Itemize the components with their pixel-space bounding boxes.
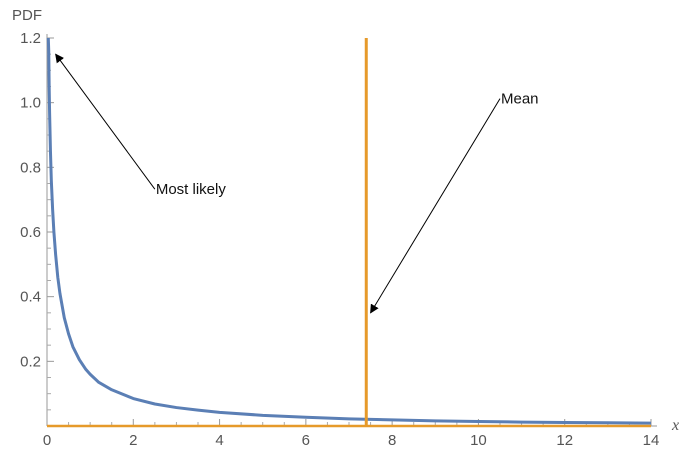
- x-tick-label: 2: [129, 432, 137, 449]
- pdf-curve: [46, 37, 652, 425]
- most-likely-arrow: [55, 53, 156, 190]
- x-tick-label: 0: [43, 432, 51, 449]
- y-tick-label: 0.8: [20, 159, 41, 176]
- x-tick-label: 6: [302, 432, 310, 449]
- mean-arrow: [370, 98, 501, 314]
- axes: 0 2 4 6 8 10 12 14 0.2 0.4 0.6 0.8 1.0 1.2: [20, 30, 659, 449]
- y-tick-label: 0.2: [20, 353, 41, 370]
- y-axis-label: PDF: [12, 7, 42, 24]
- most-likely-annotation: Most likely: [156, 181, 227, 198]
- y-tick-label: 0.6: [20, 224, 41, 241]
- x-tick-label: 10: [470, 432, 487, 449]
- x-tick-label: 4: [215, 432, 223, 449]
- y-tick-label: 1.0: [20, 95, 41, 112]
- annotations-layer: Most likely Mean: [55, 53, 539, 314]
- mean-annotation: Mean: [501, 91, 539, 108]
- x-tick-label: 12: [556, 432, 573, 449]
- series-layer: [46, 37, 652, 428]
- x-tick-label: 14: [643, 432, 660, 449]
- y-tick-label: 0.4: [20, 289, 41, 306]
- x-tick-label: 8: [388, 432, 396, 449]
- y-tick-label: 1.2: [20, 30, 41, 47]
- x-axis-label: x: [671, 417, 679, 434]
